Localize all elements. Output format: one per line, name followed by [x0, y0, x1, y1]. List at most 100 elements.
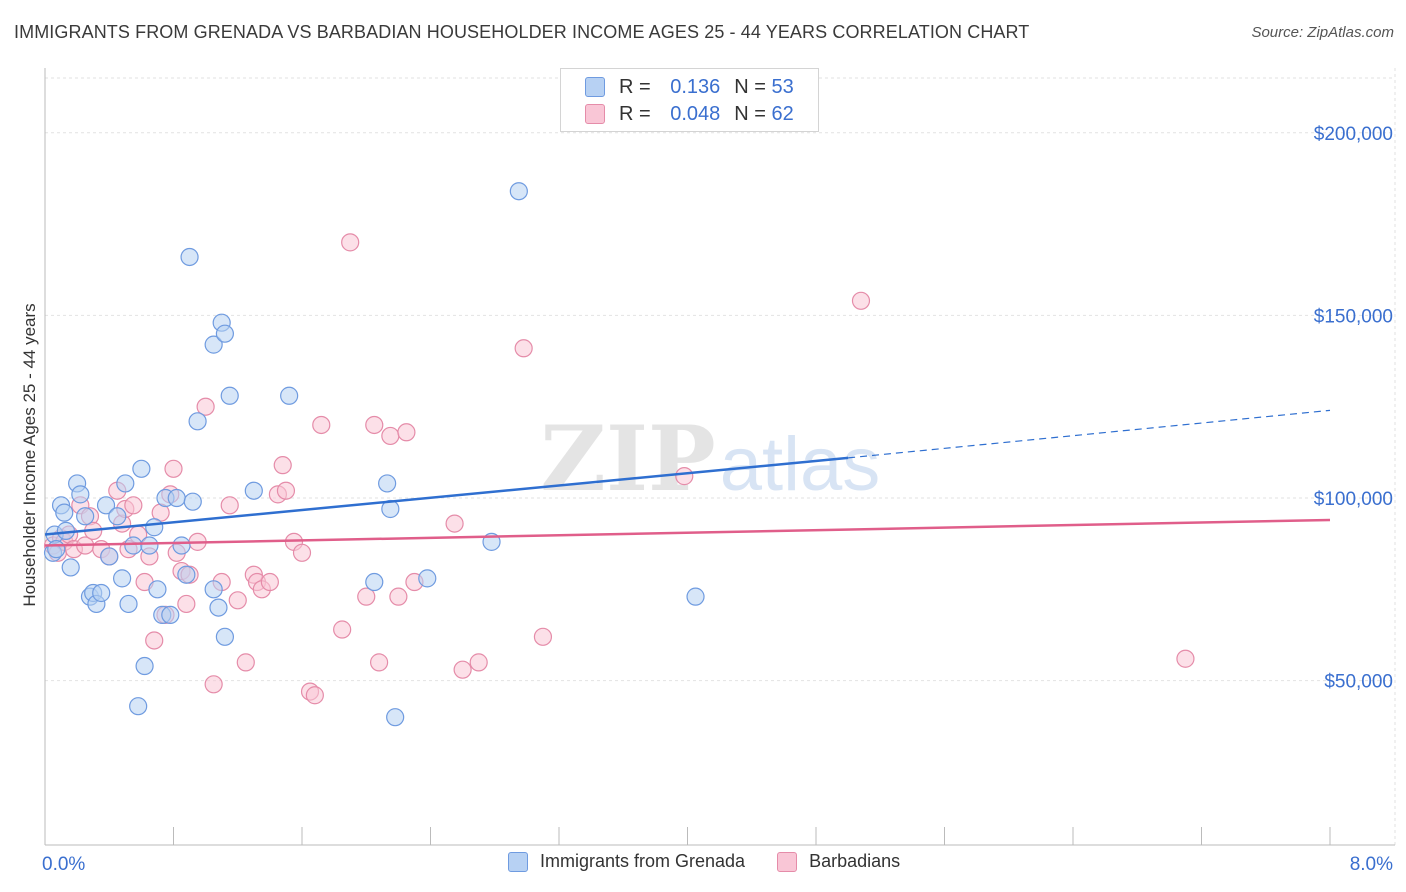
- data-point: [851, 291, 871, 310]
- data-point: [92, 583, 111, 603]
- legend-row-barbadians: R = 0.048 N = 62: [585, 102, 794, 126]
- data-point: [108, 507, 127, 526]
- data-point: [55, 503, 74, 522]
- data-point: [236, 653, 255, 672]
- watermark-zip: ZIP: [540, 406, 715, 512]
- data-point: [47, 540, 66, 559]
- data-point: [140, 536, 159, 555]
- data-point: [135, 656, 154, 676]
- trend-line: [44, 518, 1331, 547]
- data-point: [164, 459, 183, 478]
- y-tick-label: $50,000: [1324, 672, 1393, 693]
- data-point: [196, 397, 215, 416]
- legend-r-label: R =: [619, 75, 651, 98]
- data-point: [378, 474, 397, 493]
- data-point: [145, 518, 164, 537]
- data-point: [177, 594, 196, 614]
- data-point: [357, 587, 376, 606]
- data-point: [116, 474, 135, 493]
- y-tick-label: $100,000: [1314, 489, 1393, 510]
- data-point: [312, 415, 331, 435]
- data-point: [96, 496, 116, 515]
- data-point: [292, 543, 312, 562]
- legend-n-label: N =: [734, 102, 766, 125]
- data-point: [244, 481, 263, 500]
- legend-swatch-barbadians: [777, 851, 798, 872]
- trend-lines: [44, 409, 1331, 547]
- data-point: [124, 496, 143, 515]
- data-point: [76, 507, 95, 526]
- watermark-atlas: atlas: [720, 422, 881, 507]
- data-point: [386, 708, 405, 727]
- data-point: [333, 620, 352, 639]
- y-tick-label: $150,000: [1314, 306, 1393, 327]
- legend-row-grenada: R = 0.136 N = 53: [585, 75, 794, 99]
- data-point: [188, 412, 207, 431]
- data-point: [167, 488, 186, 508]
- tick-labels: $50,000 $100,000 $150,000 $200,000 0.0% 8.0%: [42, 124, 1393, 875]
- data-point: [418, 569, 437, 588]
- data-point: [100, 547, 119, 566]
- legend-r-value-barbadians: 0.048: [670, 102, 721, 125]
- data-point: [215, 324, 234, 343]
- data-point: [132, 459, 151, 478]
- trend-line-extension: [848, 409, 1331, 459]
- legend-swatch-grenada: [585, 77, 605, 97]
- data-point: [129, 697, 148, 716]
- data-point: [370, 653, 389, 672]
- data-point: [180, 247, 199, 267]
- source-label: Source: ZipAtlas.com: [1251, 24, 1394, 41]
- x-tick-label-max: 8.0%: [1350, 854, 1393, 875]
- data-point: [204, 335, 223, 354]
- data-point: [509, 182, 528, 201]
- data-point: [305, 686, 324, 705]
- legend-r-value-grenada: 0.136: [670, 75, 721, 98]
- trend-line: [44, 456, 849, 536]
- series-legend: Immigrants from Grenada Barbadians: [508, 851, 900, 872]
- data-point: [514, 339, 533, 358]
- data-point: [209, 598, 228, 617]
- data-point: [365, 415, 384, 435]
- legend-n-value-grenada: 53: [771, 75, 794, 98]
- data-point: [204, 675, 223, 694]
- legend-n-value-barbadians: 62: [771, 102, 794, 125]
- data-point: [397, 423, 416, 442]
- data-point: [280, 386, 299, 405]
- legend-label-barbadians: Barbadians: [809, 851, 901, 871]
- data-point: [145, 631, 164, 650]
- data-point: [177, 565, 196, 584]
- axes: [44, 68, 1395, 846]
- data-point: [381, 426, 400, 446]
- data-point: [341, 233, 360, 252]
- data-point: [119, 594, 138, 614]
- data-point: [61, 558, 80, 577]
- legend-swatch-barbadians: [585, 104, 605, 124]
- data-point: [686, 587, 705, 606]
- data-point: [276, 481, 296, 500]
- legend-swatch-grenada: [508, 851, 528, 872]
- correlation-legend: R = 0.136 N = 53 R = 0.048 N = 62: [560, 68, 819, 132]
- data-point: [204, 580, 223, 599]
- data-point: [220, 386, 239, 405]
- data-point: [469, 653, 488, 672]
- legend-r-label: R =: [619, 102, 651, 125]
- data-point: [389, 587, 408, 606]
- data-point: [365, 572, 384, 592]
- legend-label-grenada: Immigrants from Grenada: [540, 851, 746, 871]
- data-point: [112, 569, 132, 588]
- data-point: [445, 514, 464, 533]
- data-point: [71, 485, 90, 504]
- data-point: [183, 492, 202, 511]
- data-point: [260, 572, 279, 592]
- legend-n-label: N =: [734, 75, 766, 98]
- data-point: [228, 591, 247, 610]
- data-point: [161, 605, 180, 625]
- data-point: [124, 536, 143, 555]
- data-point: [533, 627, 553, 646]
- data-point: [453, 660, 472, 679]
- data-point: [1176, 649, 1195, 668]
- data-point: [675, 467, 694, 486]
- data-point: [172, 536, 191, 555]
- data-point: [215, 627, 234, 646]
